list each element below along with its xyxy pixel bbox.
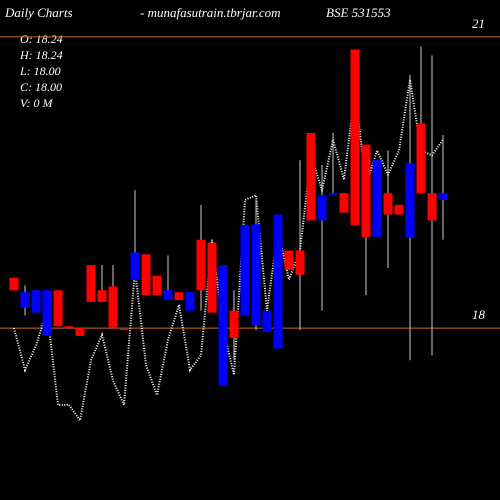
candle-body (262, 310, 272, 333)
candle-body (64, 326, 74, 329)
candle-body (31, 290, 41, 313)
symbol: BSE 531553 (326, 5, 391, 20)
chart-subtitle: - munafasutrain.tbrjar.com (140, 5, 280, 20)
candle-body (97, 290, 107, 302)
y-tick-label: 18 (472, 307, 486, 322)
info-high: H: 18.24 (19, 48, 63, 62)
candle-body (405, 163, 415, 238)
chart-title: Daily Charts (4, 5, 73, 20)
candle-body (218, 265, 228, 386)
candle-body (163, 290, 173, 300)
candle-body (361, 144, 371, 237)
y-tick-label: 21 (472, 16, 485, 31)
candle-body (394, 204, 404, 215)
candle-body (152, 275, 162, 296)
candle-body (339, 193, 349, 213)
candle-body (20, 292, 30, 308)
candle-body (251, 224, 261, 326)
candle-body (108, 286, 118, 329)
candle-body (416, 123, 426, 194)
candle-body (284, 250, 294, 270)
line (13, 79, 444, 423)
candle-body (328, 193, 338, 196)
candle-body (372, 160, 382, 237)
candle-body (427, 193, 437, 221)
info-volume: V: 0 M (20, 96, 54, 110)
candle-body (185, 292, 195, 311)
candle-body (207, 242, 217, 313)
candle-body (196, 239, 206, 291)
candle-body (86, 265, 96, 302)
candle-body (229, 310, 239, 338)
candle-body (9, 277, 19, 291)
candle-body (295, 250, 305, 275)
candle-body (174, 292, 184, 300)
candle-body (438, 193, 448, 200)
candle-body (350, 49, 360, 226)
candle-body (42, 290, 52, 335)
info-open: O: 18.24 (20, 32, 63, 46)
candle-body (240, 225, 250, 316)
candle-body (75, 328, 85, 336)
candle-body (306, 133, 316, 221)
info-close: C: 18.00 (20, 80, 62, 94)
candle-body (273, 214, 283, 349)
candle-body (141, 254, 151, 296)
candle-body (317, 195, 327, 221)
candle-body (383, 193, 393, 215)
candle-body (119, 329, 129, 331)
info-low: L: 18.00 (19, 64, 61, 78)
candle-body (53, 290, 63, 327)
candle-body (130, 252, 140, 280)
